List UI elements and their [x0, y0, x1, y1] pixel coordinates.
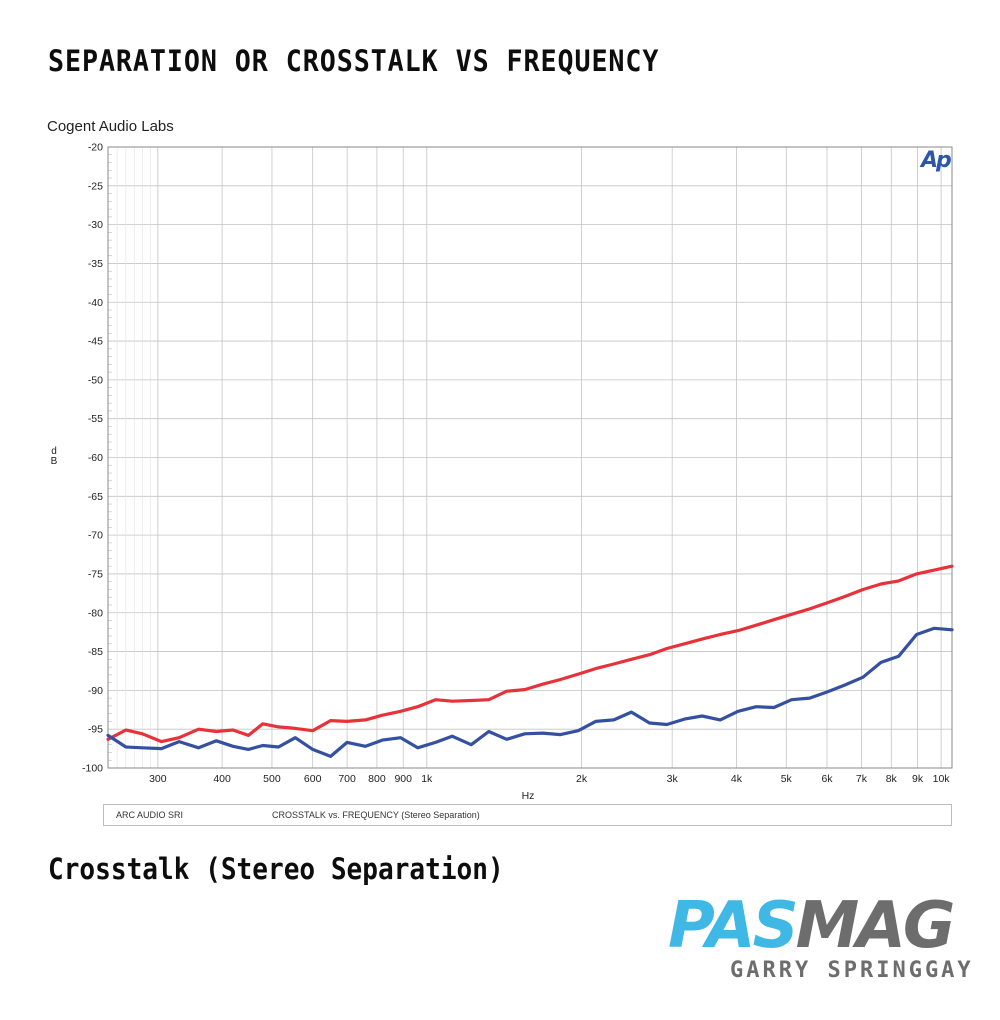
y-tick-label: -25 — [88, 180, 103, 192]
x-tick-label: 400 — [213, 773, 231, 785]
plot-frame — [107, 146, 953, 769]
y-tick-label: -60 — [88, 452, 103, 464]
x-tick-label: 3k — [667, 773, 679, 785]
x-tick-label: 800 — [368, 773, 386, 785]
x-tick-label: 1k — [421, 773, 433, 785]
crosstalk-chart: -20 -25 -30 -35 -40 -45 -50 -55 -60 -65 -70 -75 -80 -… — [51, 142, 954, 802]
y-tick-label: -40 — [88, 297, 103, 309]
x-tick-label: 8k — [886, 773, 898, 785]
y-tick-label: -45 — [88, 336, 103, 348]
y-tick-label: -90 — [88, 685, 103, 697]
y-tick-label: -95 — [88, 724, 103, 736]
x-tick-label: 9k — [912, 773, 924, 785]
y-tick-label: -70 — [88, 530, 103, 542]
legend-box: ARC AUDIO SRI CROSSTALK vs. FREQUENCY (S… — [103, 804, 952, 826]
x-tick-label: 2k — [576, 773, 588, 785]
page-heading: SEPARATION OR CROSSTALK VS FREQUENCY — [48, 44, 660, 78]
pasmag-logo: PASMAG — [668, 894, 955, 958]
y-tick-label: -50 — [88, 374, 103, 386]
y-tick-label: -35 — [88, 258, 103, 270]
legend-measurement-name: CROSSTALK vs. FREQUENCY (Stereo Separati… — [272, 810, 480, 820]
x-tick-label: 10k — [933, 773, 951, 785]
x-tick-label: 300 — [149, 773, 167, 785]
pasmag-logo-part1: PAS — [668, 889, 799, 963]
y-tick-label: -20 — [88, 142, 103, 154]
x-tick-label: 6k — [821, 773, 833, 785]
x-tick-label: 500 — [263, 773, 281, 785]
pasmag-logo-subtitle: GARRY SPRINGGAY — [730, 958, 974, 983]
y-tick-label: -75 — [88, 568, 103, 580]
chart-caption: Crosstalk (Stereo Separation) — [48, 852, 504, 886]
x-tick-label: 900 — [394, 773, 412, 785]
x-tick-label: 600 — [304, 773, 322, 785]
series-line-2 — [106, 626, 954, 758]
pasmag-logo-part2: MAG — [795, 889, 956, 963]
x-tick-label: 5k — [781, 773, 793, 785]
x-tick-label: 4k — [731, 773, 743, 785]
y-axis-label: d — [51, 446, 57, 457]
company-label: Cogent Audio Labs — [47, 118, 174, 135]
y-tick-label: -100 — [82, 763, 103, 775]
y-tick-label: -55 — [88, 413, 103, 425]
x-tick-label: 700 — [338, 773, 356, 785]
y-tick-label: -65 — [88, 491, 103, 503]
legend-device-name: ARC AUDIO SRI — [116, 810, 184, 820]
series-line-1 — [106, 564, 954, 744]
y-tick-label: -80 — [88, 607, 103, 619]
y-tick-label: -85 — [88, 646, 103, 658]
x-tick-label: 7k — [856, 773, 868, 785]
ap-logo-mark: Ap — [921, 148, 952, 173]
x-axis-label: Hz — [522, 790, 535, 802]
y-axis-label: B — [51, 456, 58, 467]
y-tick-label: -30 — [88, 219, 103, 231]
